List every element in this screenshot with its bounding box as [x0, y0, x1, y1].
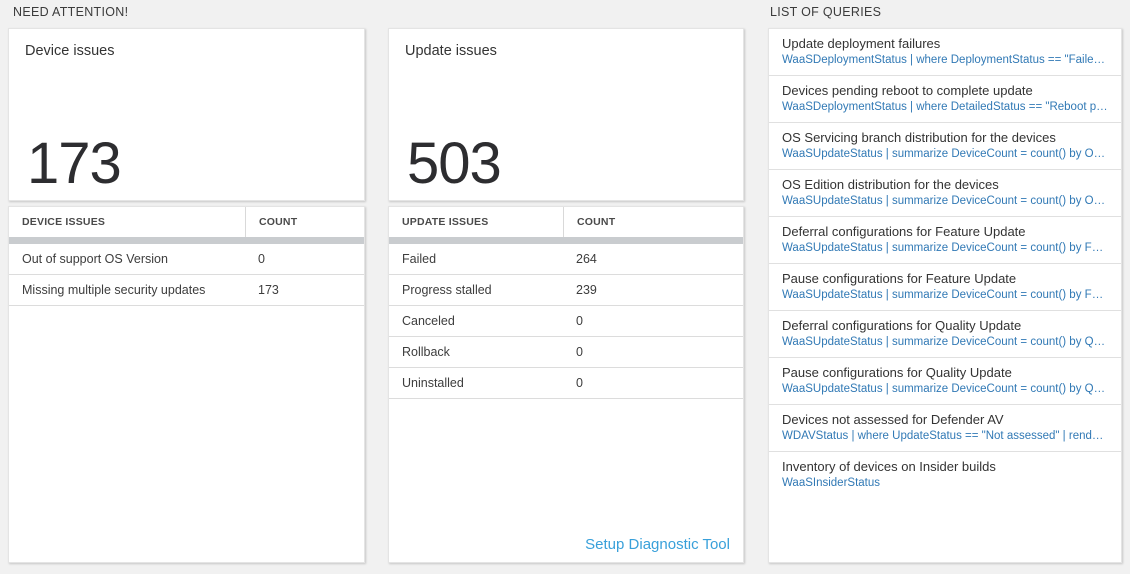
row-label: Progress stalled [402, 283, 492, 297]
list-of-queries-section-title: LIST OF QUERIES [770, 5, 882, 19]
table-row[interactable]: Canceled 0 [389, 306, 743, 337]
query-title: Deferral configurations for Feature Upda… [782, 224, 1026, 239]
update-issues-count: 503 [407, 131, 502, 197]
device-table-header-count: COUNT [245, 207, 364, 237]
row-label: Failed [402, 252, 437, 266]
query-title: Devices not assessed for Defender AV [782, 412, 1004, 427]
query-item[interactable]: OS Edition distribution for the devices … [769, 170, 1121, 217]
setup-diagnostic-tool-link[interactable]: Setup Diagnostic Tool [585, 536, 730, 553]
query-text: WaaSUpdateStatus | summarize DeviceCount… [782, 195, 1109, 207]
query-item[interactable]: Update deployment failures WaaSDeploymen… [769, 29, 1121, 76]
query-title: Deferral configurations for Quality Upda… [782, 318, 1022, 333]
query-title: Inventory of devices on Insider builds [782, 459, 996, 474]
table-row[interactable]: Progress stalled 239 [389, 275, 743, 306]
update-table-header: UPDATE ISSUES COUNT [389, 207, 743, 237]
query-item[interactable]: Pause configurations for Quality Update … [769, 358, 1121, 405]
device-table-header: DEVICE ISSUES COUNT [9, 207, 364, 237]
query-item[interactable]: Deferral configurations for Feature Upda… [769, 217, 1121, 264]
query-title: Pause configurations for Quality Update [782, 365, 1012, 380]
table-row[interactable]: Rollback 0 [389, 337, 743, 368]
row-count: 264 [576, 252, 597, 266]
row-label: Canceled [402, 314, 455, 328]
update-issues-tile-title: Update issues [405, 43, 497, 59]
query-item[interactable]: Devices not assessed for Defender AV WDA… [769, 405, 1121, 452]
table-row[interactable]: Uninstalled 0 [389, 368, 743, 399]
row-label: Out of support OS Version [22, 252, 168, 266]
row-count: 0 [576, 376, 583, 390]
row-count: 239 [576, 283, 597, 297]
query-item[interactable]: OS Servicing branch distribution for the… [769, 123, 1121, 170]
device-issues-tile[interactable]: Device issues 173 [8, 28, 365, 201]
query-text: WaaSUpdateStatus | summarize DeviceCount… [782, 289, 1109, 301]
row-label: Missing multiple security updates [22, 283, 206, 297]
device-table-header-issues: DEVICE ISSUES [22, 216, 106, 228]
row-label: Uninstalled [402, 376, 464, 390]
query-text: WaaSUpdateStatus | summarize DeviceCount… [782, 383, 1109, 395]
query-text: WaaSDeploymentStatus | where DetailedSta… [782, 101, 1109, 113]
update-issues-tile[interactable]: Update issues 503 [388, 28, 744, 201]
row-label: Rollback [402, 345, 450, 359]
update-table-header-issues: UPDATE ISSUES [402, 216, 489, 228]
need-attention-section-title: NEED ATTENTION! [13, 5, 129, 19]
query-item[interactable]: Pause configurations for Feature Update … [769, 264, 1121, 311]
device-issues-count: 173 [27, 131, 122, 197]
query-text: WDAVStatus | where UpdateStatus == "Not … [782, 430, 1109, 442]
row-count: 0 [576, 314, 583, 328]
query-item[interactable]: Deferral configurations for Quality Upda… [769, 311, 1121, 358]
row-count: 0 [576, 345, 583, 359]
device-issues-table-panel: DEVICE ISSUES COUNT Out of support OS Ve… [8, 206, 365, 563]
list-of-queries-panel: Update deployment failures WaaSDeploymen… [768, 28, 1122, 563]
query-item[interactable]: Devices pending reboot to complete updat… [769, 76, 1121, 123]
table-row[interactable]: Out of support OS Version 0 [9, 244, 364, 275]
table-row[interactable]: Failed 264 [389, 244, 743, 275]
query-title: OS Edition distribution for the devices [782, 177, 999, 192]
query-title: Pause configurations for Feature Update [782, 271, 1017, 286]
update-issues-table-panel: UPDATE ISSUES COUNT Failed 264 Progress … [388, 206, 744, 563]
query-text: WaaSInsiderStatus [782, 477, 881, 489]
row-count: 0 [258, 252, 265, 266]
row-count: 173 [258, 283, 279, 297]
update-table-header-count: COUNT [563, 207, 743, 237]
query-text: WaaSDeploymentStatus | where DeploymentS… [782, 54, 1109, 66]
query-title: Update deployment failures [782, 36, 941, 51]
query-item[interactable]: Inventory of devices on Insider builds W… [769, 452, 1121, 498]
device-issues-tile-title: Device issues [25, 43, 115, 59]
query-title: Devices pending reboot to complete updat… [782, 83, 1033, 98]
horizontal-scrollbar[interactable] [9, 237, 364, 244]
table-row[interactable]: Missing multiple security updates 173 [9, 275, 364, 306]
horizontal-scrollbar[interactable] [389, 237, 743, 244]
query-text: WaaSUpdateStatus | summarize DeviceCount… [782, 336, 1109, 348]
query-text: WaaSUpdateStatus | summarize DeviceCount… [782, 148, 1109, 160]
query-text: WaaSUpdateStatus | summarize DeviceCount… [782, 242, 1109, 254]
query-title: OS Servicing branch distribution for the… [782, 130, 1056, 145]
